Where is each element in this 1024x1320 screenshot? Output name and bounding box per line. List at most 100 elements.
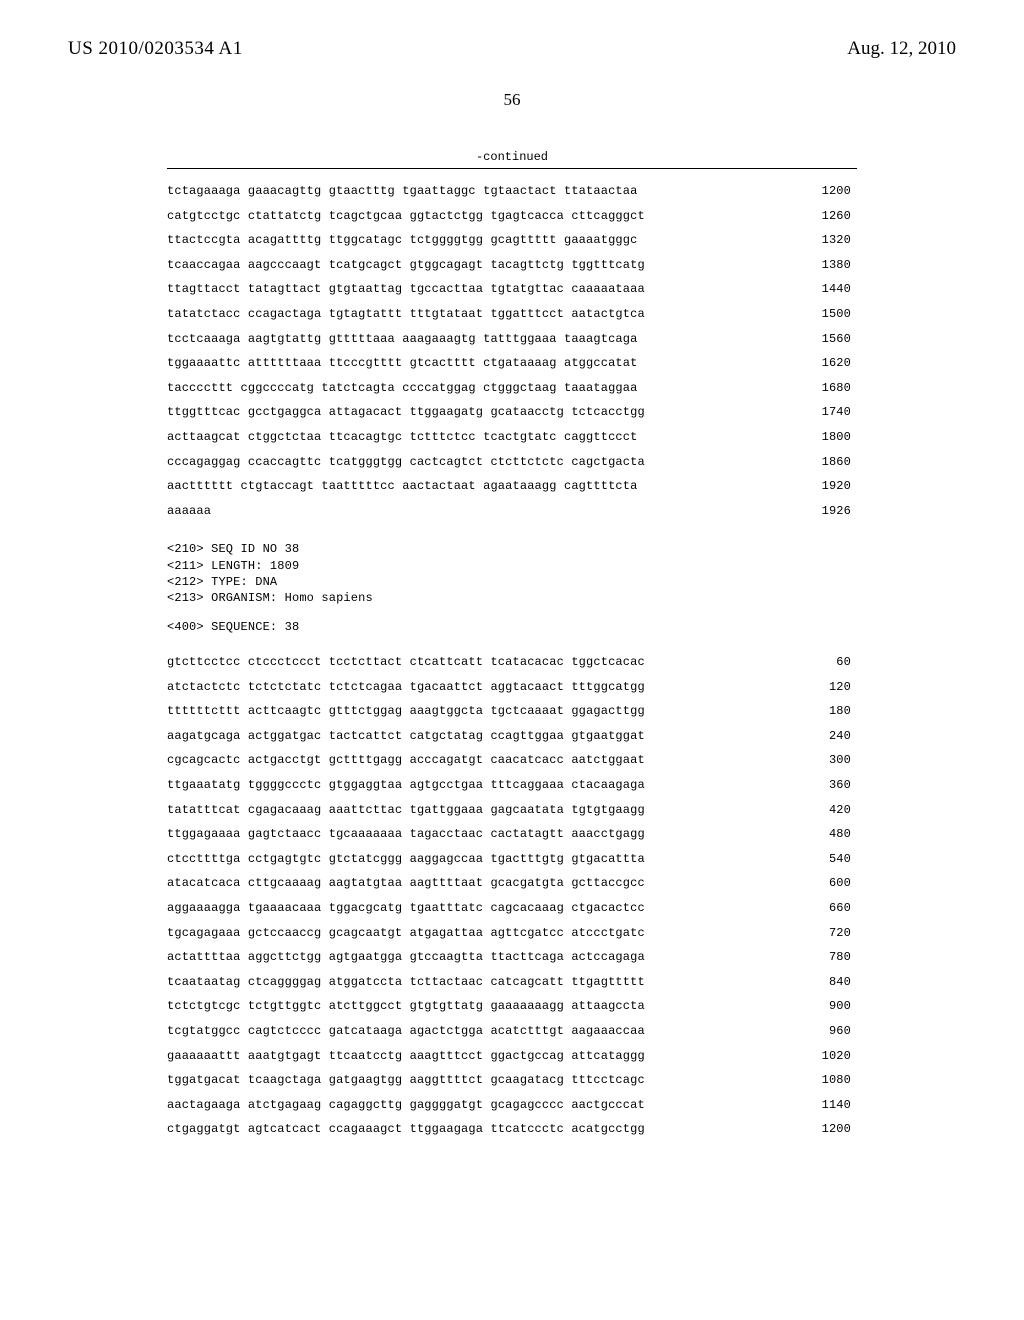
sequence-position: 1200 [822, 179, 857, 204]
sequence-line: gtcttcctcc ctccctccct tcctcttact ctcattc… [167, 650, 857, 675]
sequence-text: ttgaaatatg tggggccctc gtggaggtaa agtgcct… [167, 773, 645, 798]
sequence-position: 540 [829, 847, 857, 872]
sequence-position: 1140 [822, 1093, 857, 1118]
sequence-line: tctagaaaga gaaacagttg gtaactttg tgaattag… [167, 179, 857, 204]
sequence-line: ttttttcttt acttcaagtc gtttctggag aaagtgg… [167, 699, 857, 724]
sequence-position: 1800 [822, 425, 857, 450]
sequence-line: ttactccgta acagattttg ttggcatagc tctgggg… [167, 228, 857, 253]
sequence-text: gaaaaaattt aaatgtgagt ttcaatcctg aaagttt… [167, 1044, 645, 1069]
sequence-block-2: gtcttcctcc ctccctccct tcctcttact ctcattc… [167, 650, 857, 1142]
sequence-text: ttactccgta acagattttg ttggcatagc tctgggg… [167, 228, 637, 253]
sequence-text: tggatgacat tcaagctaga gatgaagtgg aaggttt… [167, 1068, 645, 1093]
sequence-position: 960 [829, 1019, 857, 1044]
page-number: 56 [0, 90, 1024, 110]
sequence-text: ctgaggatgt agtcatcact ccagaaagct ttggaag… [167, 1117, 645, 1142]
sequence-text: aagatgcaga actggatgac tactcattct catgcta… [167, 724, 645, 749]
sequence-line: tcgtatggcc cagtctcccc gatcataaga agactct… [167, 1019, 857, 1044]
sequence-position: 780 [829, 945, 857, 970]
sequence-position: 1260 [822, 204, 857, 229]
sequence-text: tcaaccagaa aagcccaagt tcatgcagct gtggcag… [167, 253, 645, 278]
sequence-position: 840 [829, 970, 857, 995]
sequence-position: 1680 [822, 376, 857, 401]
sequence-position: 600 [829, 871, 857, 896]
sequence-text: tgcagagaaa gctccaaccg gcagcaatgt atgagat… [167, 921, 645, 946]
sequence-position: 660 [829, 896, 857, 921]
sequence-position: 1860 [822, 450, 857, 475]
sequence-block-1: tctagaaaga gaaacagttg gtaactttg tgaattag… [167, 179, 857, 523]
sequence-position: 480 [829, 822, 857, 847]
sequence-text: gtcttcctcc ctccctccct tcctcttact ctcattc… [167, 650, 645, 675]
sequence-text: ctccttttga cctgagtgtc gtctatcggg aaggagc… [167, 847, 645, 872]
sequence-text: tcgtatggcc cagtctcccc gatcataaga agactct… [167, 1019, 645, 1044]
sequence-text: aactttttt ctgtaccagt taatttttcc aactacta… [167, 474, 637, 499]
sequence-text: tcaataatag ctcaggggag atggatccta tcttact… [167, 970, 645, 995]
sequence-line: ttggtttcac gcctgaggca attagacact ttggaag… [167, 400, 857, 425]
sequence-line: tggatgacat tcaagctaga gatgaagtgg aaggttt… [167, 1068, 857, 1093]
sequence-text: actattttaa aggcttctgg agtgaatgga gtccaag… [167, 945, 645, 970]
sequence-text: taccccttt cggccccatg tatctcagta ccccatgg… [167, 376, 637, 401]
sequence-position: 420 [829, 798, 857, 823]
sequence-text: aactagaaga atctgagaag cagaggcttg gagggga… [167, 1093, 645, 1118]
content-area: -continued tctagaaaga gaaacagttg gtaactt… [167, 150, 857, 1142]
sequence-position: 360 [829, 773, 857, 798]
sequence-text: tcctcaaaga aagtgtattg gtttttaaa aaagaaag… [167, 327, 637, 352]
sequence-text: ttggagaaaa gagtctaacc tgcaaaaaaa tagacct… [167, 822, 645, 847]
sequence-line: atacatcaca cttgcaaaag aagtatgtaa aagtttt… [167, 871, 857, 896]
sequence-metadata: <210> SEQ ID NO 38 <211> LENGTH: 1809 <2… [167, 541, 857, 606]
sequence-position: 1320 [822, 228, 857, 253]
sequence-position: 120 [829, 675, 857, 700]
sequence-text: cccagaggag ccaccagttc tcatgggtgg cactcag… [167, 450, 645, 475]
publication-date: Aug. 12, 2010 [847, 38, 956, 60]
sequence-text: cgcagcactc actgacctgt gcttttgagg acccaga… [167, 748, 645, 773]
sequence-text: aggaaaagga tgaaaacaaa tggacgcatg tgaattt… [167, 896, 645, 921]
sequence-position: 60 [836, 650, 857, 675]
sequence-line: cgcagcactc actgacctgt gcttttgagg acccaga… [167, 748, 857, 773]
sequence-text: catgtcctgc ctattatctg tcagctgcaa ggtactc… [167, 204, 645, 229]
page-header: US 2010/0203534 A1 Aug. 12, 2010 [0, 38, 1024, 60]
sequence-line: ctgaggatgt agtcatcact ccagaaagct ttggaag… [167, 1117, 857, 1142]
sequence-position: 900 [829, 994, 857, 1019]
sequence-line: tatatttcat cgagacaaag aaattcttac tgattgg… [167, 798, 857, 823]
sequence-text: atacatcaca cttgcaaaag aagtatgtaa aagtttt… [167, 871, 645, 896]
sequence-position: 240 [829, 724, 857, 749]
sequence-position: 1440 [822, 277, 857, 302]
sequence-position: 1740 [822, 400, 857, 425]
sequence-position: 1500 [822, 302, 857, 327]
top-rule [167, 168, 857, 169]
sequence-text: tctctgtcgc tctgttggtc atcttggcct gtgtgtt… [167, 994, 645, 1019]
sequence-line: ttagttacct tatagttact gtgtaattag tgccact… [167, 277, 857, 302]
sequence-line: ctccttttga cctgagtgtc gtctatcggg aaggagc… [167, 847, 857, 872]
sequence-text: ttttttcttt acttcaagtc gtttctggag aaagtgg… [167, 699, 645, 724]
sequence-400-header: <400> SEQUENCE: 38 [167, 620, 857, 634]
sequence-text: ttggtttcac gcctgaggca attagacact ttggaag… [167, 400, 645, 425]
sequence-text: ttagttacct tatagttact gtgtaattag tgccact… [167, 277, 645, 302]
sequence-position: 1020 [822, 1044, 857, 1069]
sequence-line: aggaaaagga tgaaaacaaa tggacgcatg tgaattt… [167, 896, 857, 921]
sequence-line: aagatgcaga actggatgac tactcattct catgcta… [167, 724, 857, 749]
sequence-position: 1926 [822, 499, 857, 524]
sequence-line: aaaaaa 1926 [167, 499, 857, 524]
sequence-text: aaaaaa [167, 499, 211, 524]
sequence-line: gaaaaaattt aaatgtgagt ttcaatcctg aaagttt… [167, 1044, 857, 1069]
continued-label: -continued [167, 150, 857, 164]
sequence-position: 1560 [822, 327, 857, 352]
sequence-position: 180 [829, 699, 857, 724]
sequence-position: 300 [829, 748, 857, 773]
sequence-line: tcaaccagaa aagcccaagt tcatgcagct gtggcag… [167, 253, 857, 278]
sequence-position: 1080 [822, 1068, 857, 1093]
sequence-position: 1620 [822, 351, 857, 376]
sequence-position: 1380 [822, 253, 857, 278]
sequence-text: atctactctc tctctctatc tctctcagaa tgacaat… [167, 675, 645, 700]
sequence-line: ttggagaaaa gagtctaacc tgcaaaaaaa tagacct… [167, 822, 857, 847]
sequence-line: acttaagcat ctggctctaa ttcacagtgc tctttct… [167, 425, 857, 450]
publication-number: US 2010/0203534 A1 [68, 38, 243, 59]
sequence-line: tgcagagaaa gctccaaccg gcagcaatgt atgagat… [167, 921, 857, 946]
sequence-line: tcctcaaaga aagtgtattg gtttttaaa aaagaaag… [167, 327, 857, 352]
sequence-line: taccccttt cggccccatg tatctcagta ccccatgg… [167, 376, 857, 401]
sequence-text: tatatctacc ccagactaga tgtagtattt tttgtat… [167, 302, 645, 327]
sequence-line: ttgaaatatg tggggccctc gtggaggtaa agtgcct… [167, 773, 857, 798]
sequence-text: tatatttcat cgagacaaag aaattcttac tgattgg… [167, 798, 645, 823]
sequence-position: 1200 [822, 1117, 857, 1142]
sequence-line: tcaataatag ctcaggggag atggatccta tcttact… [167, 970, 857, 995]
sequence-position: 1920 [822, 474, 857, 499]
